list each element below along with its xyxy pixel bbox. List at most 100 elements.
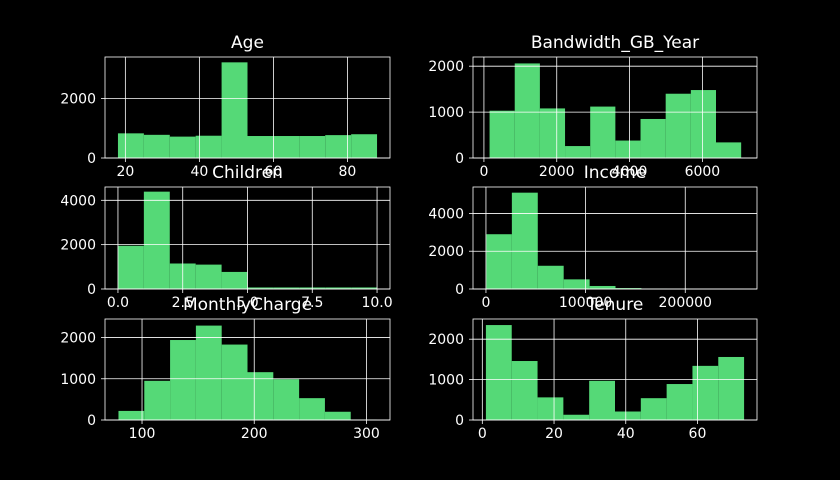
histogram-bar xyxy=(666,384,693,420)
x-tick-label: 20 xyxy=(116,164,134,180)
histogram-bar xyxy=(489,110,515,158)
histogram-bar xyxy=(590,106,616,158)
axes-frame xyxy=(104,56,391,159)
subplot-title: Tenure xyxy=(586,295,644,315)
histogram-bar xyxy=(692,365,719,420)
histogram-bar xyxy=(195,135,222,158)
y-tick-label: 2000 xyxy=(60,331,96,347)
y-tick-label: 1000 xyxy=(60,372,96,388)
axes-frame xyxy=(472,186,758,290)
x-tick-label: 10.0 xyxy=(361,295,392,311)
x-tick-label: 4000 xyxy=(612,164,648,180)
histogram-bar xyxy=(615,140,641,158)
histogram-bar xyxy=(565,146,591,158)
x-tick-label: 200000 xyxy=(659,295,712,311)
histogram-bar xyxy=(299,136,326,158)
y-tick-label: 0 xyxy=(87,151,96,167)
y-tick-label: 0 xyxy=(87,282,96,298)
histogram-bar xyxy=(485,325,512,420)
y-tick-label: 2000 xyxy=(428,59,464,75)
histogram-bar xyxy=(195,264,222,289)
x-tick-label: 0 xyxy=(478,426,487,442)
subplot-monthlycharge: 100 200 300 0 1000 2000 MonthlyCharge xyxy=(60,295,391,442)
histogram-bar xyxy=(273,379,300,420)
histogram-bar xyxy=(221,344,248,420)
histogram-bar xyxy=(514,63,540,158)
histogram-bar xyxy=(486,234,512,289)
histogram-bar xyxy=(563,279,590,289)
histogram-bar xyxy=(351,134,378,158)
x-tick-label: 100000 xyxy=(559,295,612,311)
x-tick-label: 80 xyxy=(339,164,357,180)
histogram-bar xyxy=(324,411,351,420)
subplot-children: 0.0 2.5 5.0 7.5 10.0 0 2000 4000 Children xyxy=(60,163,392,311)
x-tick-label: 7.5 xyxy=(301,295,323,311)
histogram-bar xyxy=(247,287,274,289)
histogram-bar xyxy=(716,142,742,158)
histogram-bar xyxy=(589,285,616,289)
y-tick-label: 1000 xyxy=(428,373,464,389)
subplot-tenure: 0 20 40 60 0 1000 2000 Tenure xyxy=(428,295,758,442)
y-tick-label: 2000 xyxy=(428,332,464,348)
y-tick-label: 2000 xyxy=(60,238,96,254)
histogram-bar xyxy=(511,361,538,420)
histogram-bar xyxy=(537,397,564,420)
histogram-bar xyxy=(665,93,691,158)
x-tick-label: 2000 xyxy=(539,164,575,180)
x-tick-label: 40 xyxy=(190,164,208,180)
histogram-bar xyxy=(690,90,717,158)
axes-frame xyxy=(104,318,391,421)
histogram-bar xyxy=(273,287,300,289)
y-tick-label: 0 xyxy=(87,413,96,429)
histogram-bar xyxy=(539,108,566,158)
y-tick-label: 4000 xyxy=(428,206,464,222)
x-tick-label: 60 xyxy=(264,164,282,180)
histogram-bar xyxy=(325,135,352,158)
histogram-bar xyxy=(143,134,170,158)
subplot-title: Income xyxy=(584,163,647,183)
x-tick-label: 0.0 xyxy=(107,295,129,311)
subplot-title: Bandwidth_GB_Year xyxy=(531,33,699,53)
histogram-bar xyxy=(563,414,590,420)
y-tick-label: 2000 xyxy=(60,92,96,108)
histogram-bar xyxy=(221,62,248,158)
histogram-bar xyxy=(221,271,248,289)
histogram-bar xyxy=(118,410,145,420)
histogram-bar xyxy=(117,245,144,289)
histogram-bar xyxy=(273,136,300,158)
histogram-bar xyxy=(169,136,196,158)
histogram-bar xyxy=(511,192,538,289)
subplot-bandwidth-gb-year: 0 2000 4000 6000 0 1000 2000 Bandwidth_GB_Year xyxy=(428,33,758,180)
x-tick-label: 20 xyxy=(545,426,563,442)
x-tick-label: 300 xyxy=(353,426,380,442)
x-tick-label: 200 xyxy=(241,426,268,442)
y-tick-label: 4000 xyxy=(60,193,96,209)
histogram-bar xyxy=(195,325,222,420)
subplot-title: MonthlyCharge xyxy=(183,295,312,315)
histogram-bar xyxy=(615,411,641,420)
histogram-bar xyxy=(247,372,274,420)
histogram-bar xyxy=(143,191,170,289)
histogram-bar xyxy=(640,118,666,158)
x-tick-label: 0 xyxy=(479,164,488,180)
y-tick-label: 0 xyxy=(455,413,464,429)
histogram-bar xyxy=(144,380,171,420)
x-tick-label: 6000 xyxy=(685,164,721,180)
x-tick-label: 2.5 xyxy=(172,295,194,311)
x-tick-label: 5.0 xyxy=(236,295,258,311)
histogram-bar xyxy=(640,398,667,420)
subplot-title: Age xyxy=(231,33,264,53)
subplot-age: 20 40 60 80 0 2000 Age xyxy=(60,33,391,180)
histogram-bar xyxy=(170,340,196,420)
histogram-bar xyxy=(247,136,274,158)
y-tick-label: 0 xyxy=(455,151,464,167)
y-tick-label: 2000 xyxy=(428,244,464,260)
x-tick-label: 60 xyxy=(689,426,707,442)
subplot-title: Children xyxy=(212,163,283,183)
histogram-bar xyxy=(537,265,564,289)
histogram-bar xyxy=(718,356,745,420)
y-tick-label: 1000 xyxy=(428,105,464,121)
histogram-bar xyxy=(351,287,378,289)
